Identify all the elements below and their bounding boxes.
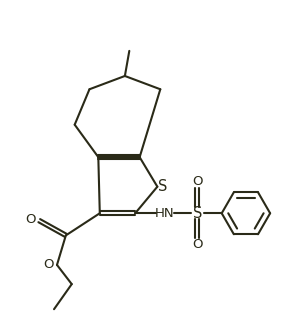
Text: S: S — [192, 206, 202, 221]
Text: S: S — [158, 179, 167, 194]
Text: HN: HN — [155, 207, 175, 220]
Text: O: O — [192, 238, 203, 251]
Text: O: O — [43, 258, 54, 271]
Text: O: O — [26, 213, 36, 226]
Text: O: O — [192, 175, 203, 188]
